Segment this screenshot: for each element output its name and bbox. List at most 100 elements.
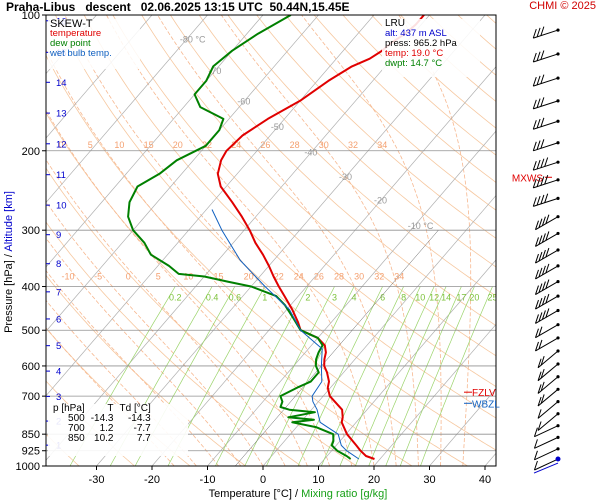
mixing-ratio-label: 10 xyxy=(415,293,425,303)
wind-barb-shaft xyxy=(535,265,559,280)
pressure-tick-label: 200 xyxy=(22,146,40,158)
wind-barb-point xyxy=(556,28,560,32)
x-axis-label-sep: / xyxy=(292,488,301,500)
mixing-ratio-line xyxy=(368,286,447,466)
wind-barb-flag xyxy=(535,341,539,352)
wind-barb-flag xyxy=(535,299,539,310)
wind-barb xyxy=(537,349,560,369)
wind-barb-point xyxy=(556,424,560,428)
wind-barb-flag xyxy=(532,99,537,110)
isotherm-line xyxy=(46,15,430,461)
dry-adiabat-line xyxy=(46,274,247,466)
wind-barb xyxy=(535,279,560,296)
moist-adiabat-label: 24 xyxy=(294,271,304,281)
wind-barb-point xyxy=(556,196,560,200)
wind-barb-flag xyxy=(545,214,550,224)
moist-adiabat-label: 30 xyxy=(319,140,329,150)
wind-barb-flag xyxy=(541,265,546,276)
x-axis-label: Temperature [°C] / Mixing ratio [g/kg] xyxy=(209,488,388,500)
wind-barb xyxy=(537,400,560,419)
wind-barb xyxy=(533,456,561,471)
wind-barb-point xyxy=(556,99,560,103)
wind-barb xyxy=(537,412,560,431)
mixing-ratio-label: 12 xyxy=(429,293,439,303)
wind-barb-flag xyxy=(545,231,550,241)
wind-barb-flag xyxy=(536,177,541,187)
wind-barb-point xyxy=(556,119,560,123)
mixing-ratio-label: 0.4 xyxy=(206,293,219,303)
wind-barb-flag xyxy=(537,409,542,419)
x-axis-label-temp: Temperature [°C] xyxy=(209,488,292,500)
isotherm-line xyxy=(46,15,375,397)
mixing-ratio-label: 6 xyxy=(380,293,385,303)
wind-barb-flag xyxy=(544,157,549,167)
pressure-tick-label: 925 xyxy=(22,446,40,458)
moist-adiabat-label: 10 xyxy=(114,140,124,150)
pressure-tick-label: 500 xyxy=(22,325,40,337)
wind-barb-shaft xyxy=(533,142,559,152)
y-axis-label-pressure: Pressure [hPa] xyxy=(3,260,15,333)
wind-barb xyxy=(533,447,560,461)
marker-mxws-label: MXWS xyxy=(512,173,543,184)
temperature-curve xyxy=(216,15,425,460)
level-table: p [hPa] T Td [°C] 500 -14.3 -14.3 700 1.… xyxy=(50,404,154,444)
x-tick-label: -30 xyxy=(89,474,105,486)
wind-barb xyxy=(535,231,560,247)
level-table-cell: 500 xyxy=(68,413,85,424)
isotherm-line xyxy=(262,194,496,466)
level-table-header-cell: T xyxy=(107,403,114,414)
level-table-row: 500 -14.3 -14.3 xyxy=(50,414,154,424)
pressure-tick-label: 1000 xyxy=(16,461,40,473)
wind-barb-flag xyxy=(533,450,538,460)
wind-barb-flag xyxy=(545,279,550,289)
wind-barb-point xyxy=(556,336,560,340)
wind-barb xyxy=(535,263,560,280)
credit-label: CHMI © 2025 xyxy=(529,0,596,12)
level-table-cell: 850 xyxy=(68,433,85,444)
wind-barb-flag xyxy=(535,269,539,280)
pressure-tick-label: 600 xyxy=(22,361,40,373)
wind-barb-shaft xyxy=(534,458,559,471)
moist-adiabat-label: 32 xyxy=(374,271,384,281)
wind-barb-flag xyxy=(538,339,543,350)
wind-barb-point xyxy=(556,400,560,404)
wind-barb-flag xyxy=(537,421,542,431)
wind-barb-shaft xyxy=(535,324,559,339)
isotherm-line xyxy=(151,66,496,466)
level-table-cell: -14.3 xyxy=(127,413,151,424)
wind-barb-point xyxy=(556,231,560,236)
wind-barb xyxy=(532,117,560,130)
wind-barb-point xyxy=(555,456,561,462)
chart-legend: SKEW-T temperature dew point wet bulb te… xyxy=(48,19,140,69)
wind-barb-point xyxy=(556,387,560,391)
wind-barb-flag xyxy=(538,251,543,262)
dry-adiabat-label: -70 xyxy=(208,66,221,76)
wind-barb-flag xyxy=(541,281,546,291)
wind-barb-flag xyxy=(536,118,541,129)
mixing-ratio-label: 2 xyxy=(305,293,310,303)
reference-line xyxy=(235,230,439,466)
marker-wbzl-label: WBZL xyxy=(472,399,500,410)
wind-barb-shaft xyxy=(533,29,559,39)
dry-adiabat-label: -10 °C xyxy=(408,221,434,231)
moist-adiabat-label: 30 xyxy=(354,271,364,281)
moist-adiabat-label: 20 xyxy=(173,140,183,150)
wind-barb-flag xyxy=(536,159,541,170)
wind-barb-flag xyxy=(540,368,545,379)
dry-adiabat-label: -80 °C xyxy=(180,34,206,44)
wind-barb-shaft xyxy=(534,448,559,461)
wind-barb-flag xyxy=(535,314,539,324)
wind-barb-flag xyxy=(538,326,543,336)
wind-barb-point xyxy=(556,52,560,56)
moist-adiabat-label: 5 xyxy=(88,140,93,150)
legend-item-dew-point: dew point xyxy=(50,38,91,49)
station-pressure: press: 965.2 hPa xyxy=(385,38,457,49)
wind-barb xyxy=(532,50,560,63)
wind-barb-shaft xyxy=(535,310,559,324)
wind-barb xyxy=(537,362,560,382)
wind-barb-flag xyxy=(532,28,537,39)
x-tick-label: -10 xyxy=(200,474,216,486)
wind-barb-flag xyxy=(532,120,537,130)
wind-barb-point xyxy=(556,141,560,145)
